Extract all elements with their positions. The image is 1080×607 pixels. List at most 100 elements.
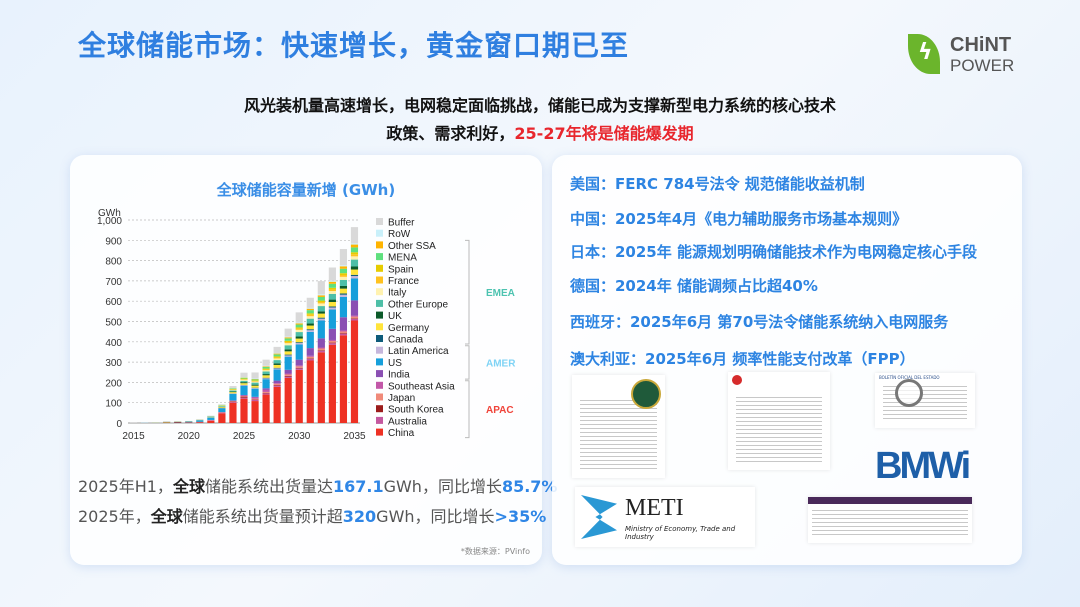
region-bracket bbox=[465, 345, 470, 380]
bar-segment-japan bbox=[262, 391, 270, 393]
subtitle-line2: 政策、需求利好，25-27年将是储能爆发期 bbox=[0, 120, 1080, 144]
bar-segment-china bbox=[218, 413, 226, 423]
bar-segment-italy bbox=[284, 343, 292, 346]
stat-text: GWh，同比增长 bbox=[376, 507, 495, 526]
bar-segment-italy bbox=[295, 329, 303, 333]
bar-segment-france bbox=[284, 342, 292, 344]
legend-label: Latin America bbox=[388, 346, 449, 357]
legend-label: UK bbox=[388, 311, 402, 322]
bar-segment-spain bbox=[306, 313, 314, 315]
bar-segment-australia bbox=[218, 412, 226, 414]
legend-swatch bbox=[376, 218, 383, 225]
bar-segment-germany bbox=[284, 351, 292, 355]
bar-segment-australia bbox=[339, 333, 348, 336]
bar-segment-germany bbox=[306, 325, 314, 330]
bar-segment-germany bbox=[339, 288, 348, 294]
bar-segment-mena bbox=[273, 354, 281, 357]
bar-segment-other-europe bbox=[306, 318, 314, 324]
policy-australia: 澳大利亚：2025年6月 频率性能支付改革（FPP） bbox=[570, 350, 915, 368]
y-tick-label: 500 bbox=[105, 318, 122, 329]
legend-swatch bbox=[376, 323, 383, 331]
bar-segment-canada bbox=[328, 306, 336, 308]
legend-swatch bbox=[376, 311, 383, 319]
bar-segment-latin-america bbox=[262, 378, 270, 380]
bar-segment-italy bbox=[229, 389, 237, 391]
bar-segment-canada bbox=[273, 367, 281, 369]
bar-segment-italy bbox=[317, 303, 325, 307]
legend-label: South Korea bbox=[388, 405, 444, 416]
bar-segment-other-ssa bbox=[284, 337, 292, 339]
legend-swatch bbox=[376, 335, 383, 342]
stat-growth: 85.7% bbox=[501, 477, 558, 496]
bar-segment-spain bbox=[240, 378, 248, 380]
bar-segment-italy bbox=[350, 256, 359, 260]
logo-line2: POWER bbox=[950, 56, 1015, 75]
bar-segment-other-europe bbox=[284, 345, 292, 350]
bar-segment-china bbox=[350, 320, 359, 423]
bar-segment-buffer bbox=[229, 386, 237, 389]
bar-segment-germany bbox=[317, 313, 325, 318]
bar-segment-other-europe bbox=[295, 332, 303, 337]
bar-segment-southeast-asia bbox=[284, 373, 292, 375]
bar-segment-mena bbox=[251, 379, 259, 381]
legend-swatch bbox=[376, 276, 383, 284]
bar-segment-france bbox=[295, 328, 303, 330]
bar-segment-india bbox=[317, 338, 325, 348]
bar-segment-latin-america bbox=[273, 368, 281, 370]
bar-segment-south-korea bbox=[306, 358, 314, 359]
bar-segment-australia bbox=[251, 399, 259, 402]
bar-segment-us bbox=[273, 369, 281, 381]
y-tick-label: 900 bbox=[105, 236, 122, 247]
bar-segment-other-europe bbox=[350, 259, 359, 267]
bar-segment-china bbox=[251, 401, 259, 423]
bar-segment-canada bbox=[262, 377, 270, 379]
bar-segment-buffer bbox=[295, 312, 303, 323]
bar-segment-row bbox=[306, 307, 314, 309]
bar-segment-china bbox=[240, 398, 248, 423]
legend-swatch bbox=[376, 346, 383, 354]
bar-segment-india bbox=[251, 396, 259, 398]
bar-segment-mena bbox=[284, 338, 292, 341]
bar-segment-japan bbox=[240, 396, 248, 397]
bar-segment-us bbox=[196, 420, 204, 422]
bar-segment-other-ssa bbox=[339, 266, 348, 269]
bar-segment-japan bbox=[306, 356, 314, 359]
x-tick-label: 2015 bbox=[122, 431, 145, 442]
bar-segment-us bbox=[251, 388, 259, 397]
bar-segment-buffer bbox=[262, 359, 270, 366]
stat-text: GWh，同比增长 bbox=[383, 477, 502, 496]
bar-segment-us bbox=[229, 393, 237, 401]
bar-segment-other-ssa bbox=[350, 244, 359, 248]
bar-segment-other-europe bbox=[339, 279, 348, 286]
y-tick-label: 800 bbox=[105, 257, 122, 268]
bar-segment-spain bbox=[339, 273, 348, 276]
bar-segment-canada bbox=[317, 317, 325, 319]
bar-segment-germany bbox=[295, 338, 303, 343]
x-tick-label: 2035 bbox=[343, 431, 366, 442]
bar-segment-japan bbox=[350, 316, 359, 319]
boe-document-image: BOLETÍN OFICIAL DEL ESTADO bbox=[875, 373, 975, 428]
bar-segment-japan bbox=[339, 331, 348, 334]
legend-swatch bbox=[376, 358, 383, 366]
bar-segment-uk bbox=[317, 311, 325, 314]
bar-segment-us bbox=[306, 331, 314, 349]
bar-segment-france bbox=[328, 289, 336, 292]
legend-swatch bbox=[376, 241, 383, 249]
legend-swatch bbox=[376, 405, 383, 413]
stat-text: 2025年H1， bbox=[78, 477, 173, 496]
legend-swatch bbox=[376, 370, 383, 378]
bar-segment-south-korea bbox=[174, 422, 182, 423]
bar-segment-mena bbox=[328, 283, 336, 288]
bar-segment-spain bbox=[317, 300, 325, 303]
bar-segment-other-europe bbox=[251, 382, 259, 385]
meti-logo-image: METI Ministry of Economy, Trade and Indu… bbox=[575, 487, 755, 547]
chart-panel: 全球储能容量新增 (GWh) 0 100 200 300 400 500 600 700 800… bbox=[70, 155, 557, 565]
bar-segment-china bbox=[306, 360, 314, 423]
legend-swatch bbox=[376, 428, 383, 436]
bar-segment-other-europe bbox=[229, 390, 237, 392]
legend-label: Italy bbox=[388, 288, 406, 299]
bar-segment-italy bbox=[251, 381, 259, 383]
bar-segment-canada bbox=[295, 342, 303, 344]
bar-segment-row bbox=[317, 294, 325, 296]
